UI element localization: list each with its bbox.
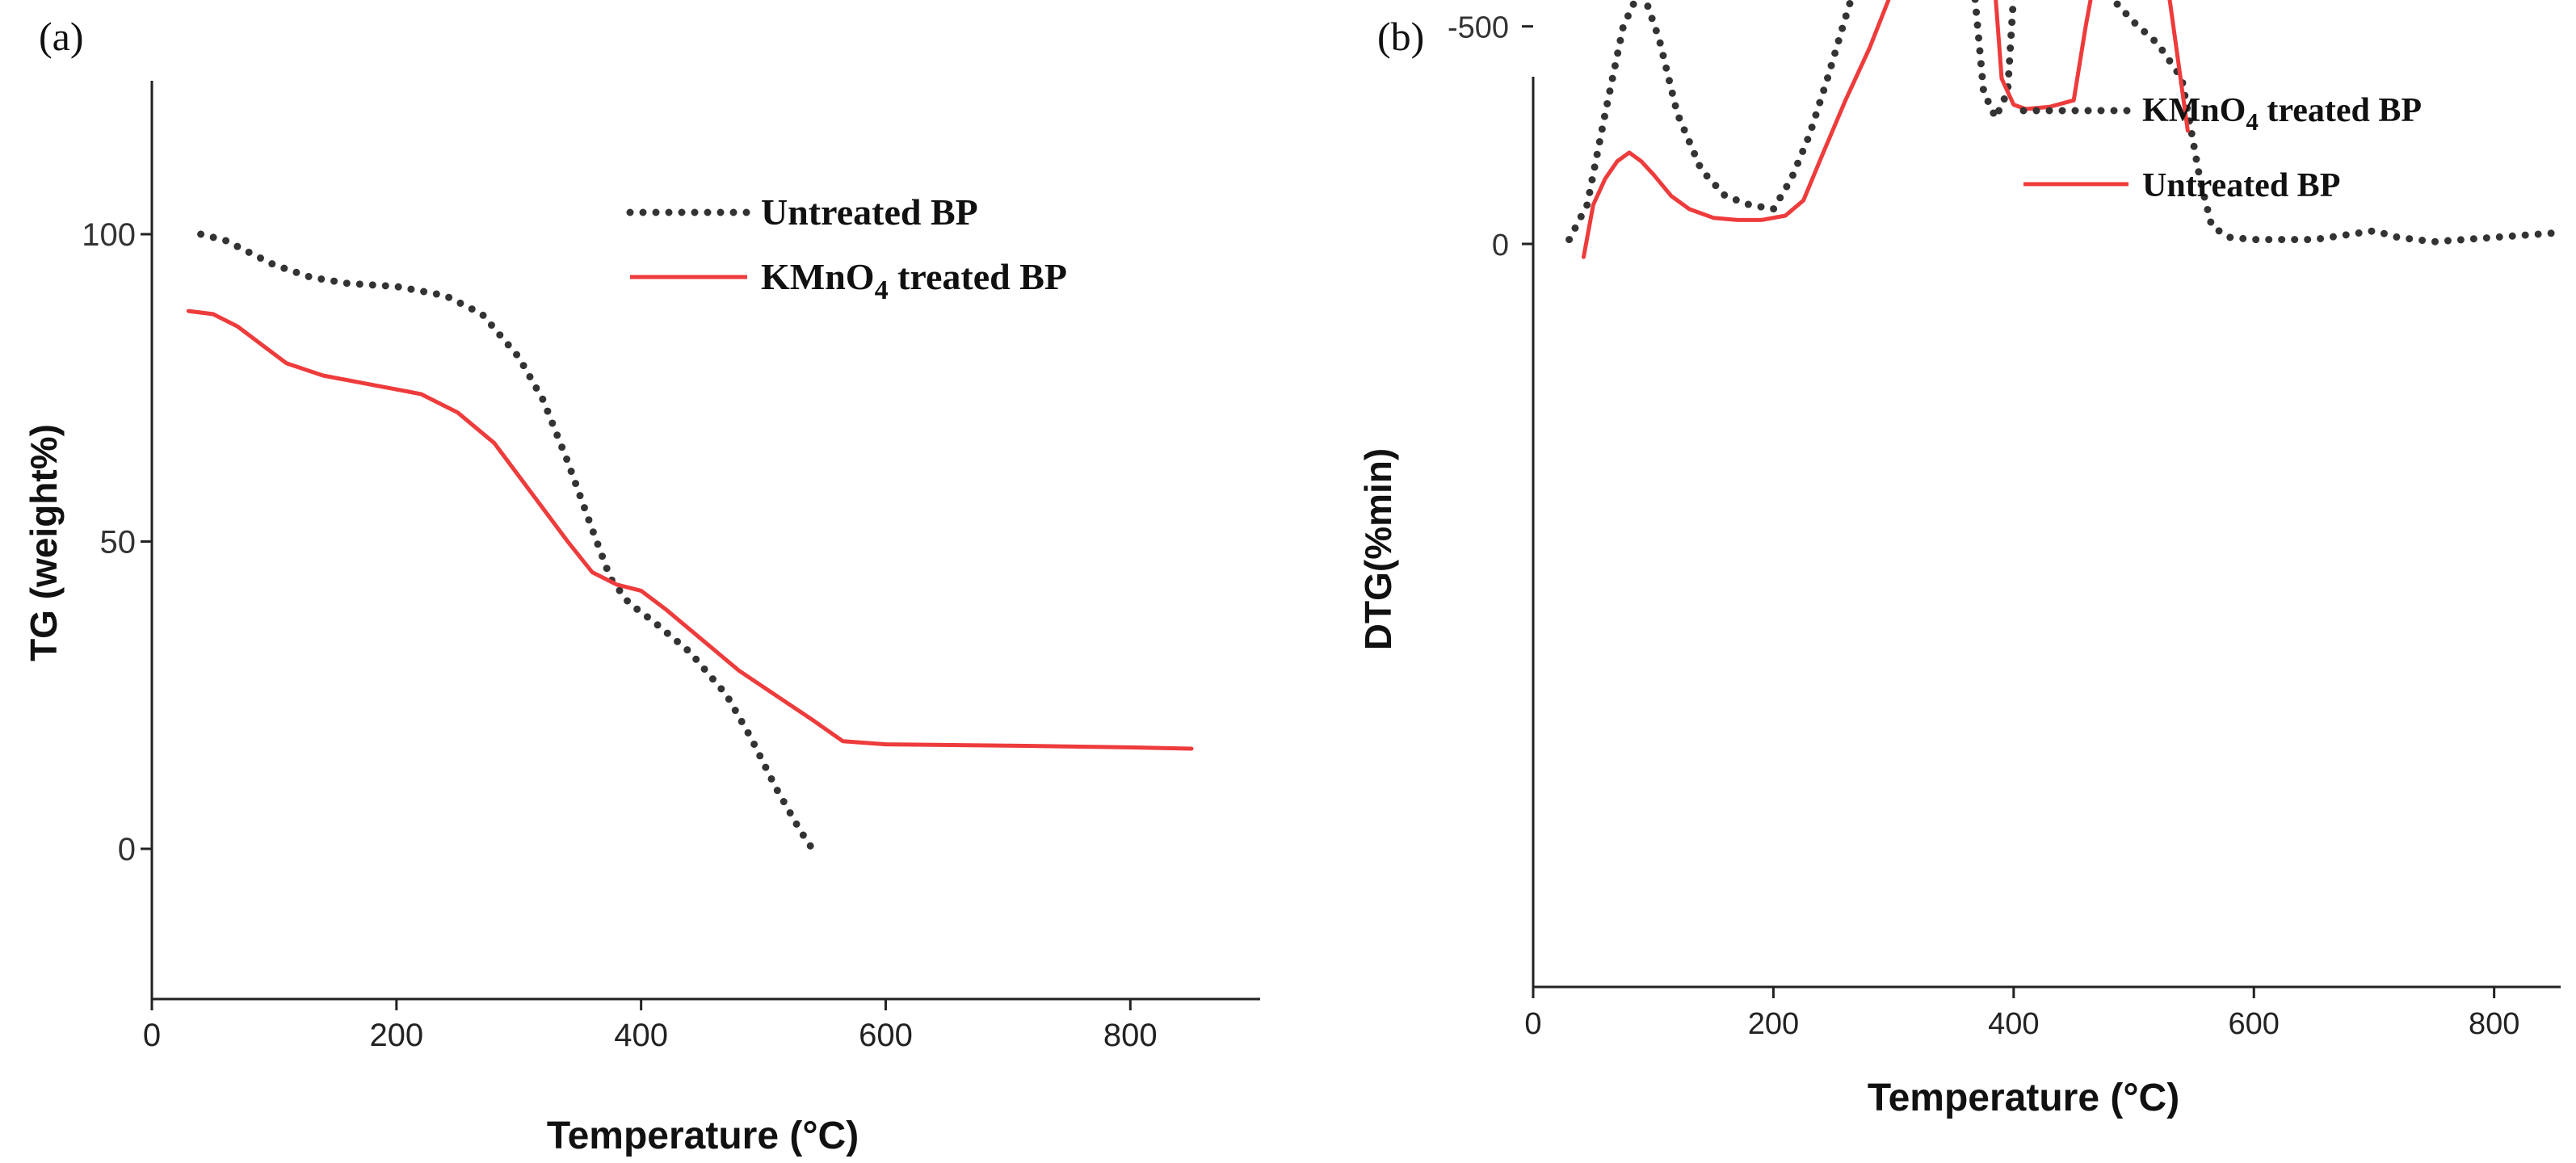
tg-legend-label-untreated: Untreated BP	[761, 191, 978, 233]
dtg-legend-label-treated-sub: 4	[2246, 107, 2259, 136]
dtg-x-tick-label: 400	[1988, 1007, 2039, 1041]
tg-y-tick-label: 50	[100, 525, 137, 561]
dtg-x-tick-label: 200	[1748, 1007, 1799, 1041]
dtg-legend: KMnO4 treated BP Untreated BP	[2019, 92, 2422, 204]
tg-x-axis-title: Temperature (°C)	[547, 1115, 859, 1157]
tg-ticks: 0 200 400 600 800 0 50 100	[82, 217, 1157, 1053]
dtg-x-tick-label: 600	[2229, 1007, 2280, 1041]
panel-label-a: (a)	[39, 14, 84, 59]
dtg-x-tick-label: 800	[2469, 1007, 2519, 1041]
tg-y-tick-label: 0	[118, 832, 136, 867]
tg-x-tick-label: 400	[614, 1018, 668, 1053]
tg-axes	[150, 81, 1260, 1001]
dtg-series	[1565, 0, 2558, 259]
dtg-legend-label-untreated: Untreated BP	[2142, 167, 2340, 204]
tg-series-kmno4-treated-bp	[186, 309, 1194, 751]
tg-x-tick-label: 800	[1103, 1018, 1158, 1053]
dtg-legend-label-treated-tail: treated BP	[2259, 92, 2422, 129]
dtg-legend-label-treated-main: KMnO	[2142, 92, 2246, 129]
dtg-y-axis-title: DTG(%min)	[1357, 448, 1399, 650]
tg-y-tick-label: 100	[82, 217, 136, 253]
tg-series-untreated-bp	[197, 230, 817, 853]
tg-x-tick-label: 600	[859, 1018, 913, 1053]
dtg-x-tick-label: 0	[1524, 1007, 1541, 1041]
tg-legend: Untreated BP KMnO4 treated BP	[626, 191, 1067, 305]
dtg-series-kmno4-treated-bp	[1565, 0, 2558, 246]
dtg-y-tick-label: 0	[1492, 229, 1509, 262]
tg-chart: (a) 0 200 400 600 800 0 50 100 Temperature (°C)…	[23, 14, 1260, 1157]
tg-legend-label-treated-tail: treated BP	[889, 256, 1067, 297]
tg-series	[186, 230, 1194, 853]
dtg-series-untreated-bp	[1582, 0, 2190, 259]
tg-x-tick-label: 200	[369, 1018, 423, 1053]
tg-legend-label-treated-sub: 4	[875, 275, 889, 305]
tg-legend-label-treated: KMnO4 treated BP	[761, 256, 1067, 305]
dtg-x-axis-title: Temperature (°C)	[1868, 1077, 2179, 1119]
tg-y-axis-title: TG (weight%)	[23, 424, 65, 661]
panel-label-b: (b)	[1377, 14, 1424, 59]
dtg-y-tick-label: -500	[1448, 11, 1509, 45]
tg-legend-label-treated-main: KMnO	[761, 256, 875, 297]
dtg-legend-label-treated: KMnO4 treated BP	[2142, 92, 2422, 136]
dtg-axes	[1532, 77, 2561, 989]
tg-x-tick-label: 0	[143, 1018, 161, 1053]
